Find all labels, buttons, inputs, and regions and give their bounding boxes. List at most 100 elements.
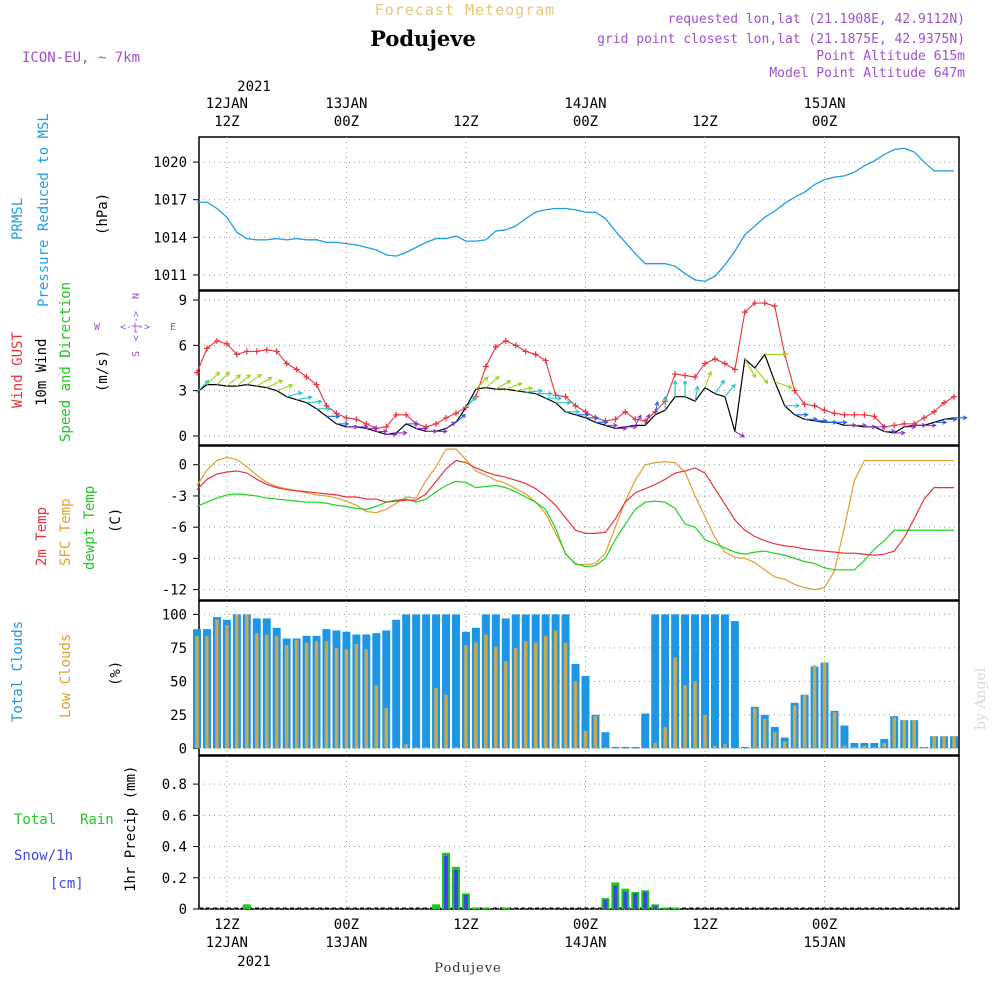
wind-arrow xyxy=(754,367,769,385)
low-cloud-bar xyxy=(952,736,956,749)
low-cloud-bar xyxy=(225,625,229,749)
total-cloud-bar xyxy=(870,742,879,749)
low-cloud-bar xyxy=(264,634,269,749)
total-cloud-bar xyxy=(651,614,660,749)
low-cloud-bar xyxy=(653,742,657,749)
requested-coords: requested lon,lat (21.1908E, 42.9112N) xyxy=(668,12,965,27)
wind-arrow xyxy=(336,421,350,427)
gust-marker xyxy=(194,369,201,376)
total-cloud-bar xyxy=(452,614,460,749)
gust-marker xyxy=(921,414,928,421)
bottom-hour-label: 00Z xyxy=(573,917,598,933)
gust-marker xyxy=(243,348,250,355)
speed-direction-label: Speed and Direction xyxy=(58,282,74,442)
cm-unit: [cm] xyxy=(50,876,84,892)
gust-marker xyxy=(532,351,539,358)
wind-arrow xyxy=(515,385,534,392)
wind-arrow xyxy=(276,383,294,392)
wind-arrow xyxy=(714,379,725,394)
wind-arrow xyxy=(894,430,906,436)
y-tick-label: 25 xyxy=(170,708,187,724)
wind-arrow xyxy=(854,422,868,428)
subtitle: Forecast Meteogram xyxy=(375,1,556,19)
snow-bar xyxy=(453,869,458,909)
panel-wind: 0 3 6 9 xyxy=(179,290,968,446)
panels: 1011 1014 1017 1020 0 3 6 9 -12 -9 -6 -3 0 0 25 50 75 100… xyxy=(153,136,968,918)
total-cloud-bar xyxy=(850,742,859,749)
top-date-label: 13JAN xyxy=(325,96,367,112)
low-cloud-bar xyxy=(872,746,877,749)
low-cloud-bar xyxy=(374,685,379,749)
total-cloud-bar xyxy=(840,725,849,749)
gust-marker xyxy=(213,337,220,344)
gust-marker xyxy=(313,381,320,388)
wind-arrow xyxy=(316,406,332,412)
compass-s: S xyxy=(131,351,142,357)
temp2m-line xyxy=(196,459,955,556)
bottom-hour-label: 12Z xyxy=(692,917,717,933)
gust-marker xyxy=(771,303,778,310)
gust-marker xyxy=(433,420,440,427)
wind-arrow xyxy=(266,379,284,389)
gust-marker xyxy=(542,357,549,364)
low-cloud-bar xyxy=(205,635,209,749)
rain-bar xyxy=(481,907,490,909)
rain-bar xyxy=(242,904,251,909)
top-date-label: 15JAN xyxy=(803,96,845,112)
total-cloud-bar xyxy=(681,614,690,749)
wind-arrow xyxy=(535,391,553,397)
low-cloud-bar xyxy=(782,741,787,749)
gust-marker xyxy=(353,416,360,423)
total-cloud-bar xyxy=(701,614,709,749)
low-cloud-bar xyxy=(404,744,408,749)
compass-rose: N S W E <-|-> <-|-> xyxy=(94,293,176,357)
footer-location: Podujeve xyxy=(434,961,502,976)
low-cloud-bar xyxy=(314,641,319,749)
bottom-hour-label: 00Z xyxy=(334,917,359,933)
wind-arrow xyxy=(565,409,581,415)
gust-marker xyxy=(821,407,828,414)
compass-ew-arrow: <-|-> xyxy=(120,322,150,333)
wind-arrow xyxy=(326,413,341,419)
wind-arrow xyxy=(296,395,313,401)
snow-bar xyxy=(643,891,648,909)
low-cloud-bar xyxy=(454,746,458,749)
gust-marker xyxy=(263,346,270,353)
gust-marker xyxy=(632,416,639,423)
wind-arrow xyxy=(426,429,438,434)
credit-text: by Angel xyxy=(973,667,989,730)
bottom-date-label: 12JAN xyxy=(206,935,248,951)
total-cloud-bar xyxy=(631,746,640,749)
gust-marker xyxy=(502,337,509,344)
y-tick-label: 0.6 xyxy=(162,808,187,824)
bottom-date-label: 13JAN xyxy=(325,935,367,951)
top-date-label: 14JAN xyxy=(564,96,606,112)
total-cloud-bar xyxy=(691,614,700,749)
total-cloud-bar xyxy=(442,614,451,749)
total-cloud-bar xyxy=(422,614,431,749)
wind-arrow xyxy=(396,430,408,436)
sfc-line xyxy=(196,448,955,591)
low-cloud-bar xyxy=(753,708,757,749)
wind-arrow xyxy=(286,391,303,398)
gust-marker xyxy=(841,411,848,418)
bottom-date-label: 14JAN xyxy=(564,935,606,951)
dewpt-line xyxy=(196,480,955,571)
y-tick-label: 0.8 xyxy=(162,777,187,793)
total-cloud-bar xyxy=(392,619,401,749)
panel-frame xyxy=(198,445,960,601)
low-cloud-bar xyxy=(384,708,389,749)
gust-marker xyxy=(941,399,948,406)
wind-arrow xyxy=(416,425,429,431)
snow-label: Snow/1h xyxy=(14,848,73,864)
wind-arrow xyxy=(465,396,477,408)
y-tick-label: 9 xyxy=(179,293,187,309)
y-tick-label: 1014 xyxy=(153,230,187,246)
gust-marker xyxy=(711,355,718,362)
wind-arrow xyxy=(744,358,757,379)
gust-line xyxy=(196,302,955,429)
wind-arrow xyxy=(485,375,500,389)
wind-arrow xyxy=(445,421,457,429)
gust-marker xyxy=(891,422,898,429)
